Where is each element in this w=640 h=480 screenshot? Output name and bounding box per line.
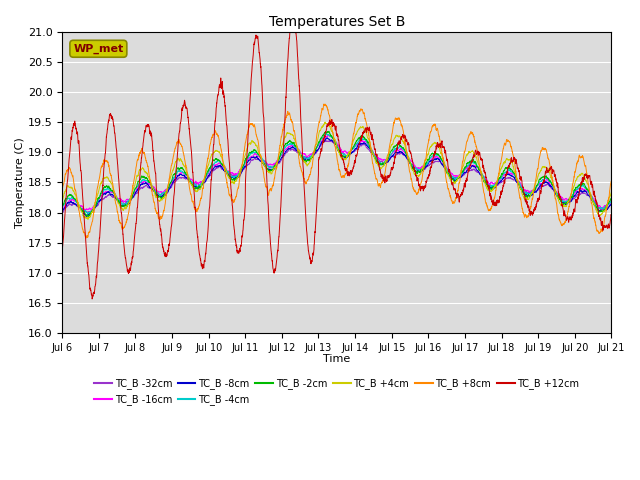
- TC_B -16cm: [58, 206, 66, 212]
- TC_B -4cm: [83, 210, 91, 216]
- TC_B -4cm: [607, 199, 614, 204]
- TC_B +4cm: [492, 184, 499, 190]
- Line: TC_B -16cm: TC_B -16cm: [62, 135, 611, 210]
- TC_B -16cm: [429, 155, 437, 160]
- TC_B +8cm: [429, 122, 437, 128]
- TC_B -32cm: [322, 138, 330, 144]
- TC_B +12cm: [317, 150, 324, 156]
- TC_B -2cm: [316, 136, 324, 142]
- TC_B -4cm: [58, 205, 66, 211]
- TC_B +4cm: [316, 128, 324, 133]
- TC_B -4cm: [460, 167, 468, 173]
- TC_B -32cm: [607, 201, 614, 207]
- Line: TC_B +4cm: TC_B +4cm: [62, 122, 611, 219]
- TC_B +4cm: [58, 197, 66, 203]
- TC_B -4cm: [429, 152, 437, 157]
- TC_B +12cm: [607, 213, 615, 218]
- TC_B -2cm: [58, 203, 66, 208]
- TC_B +12cm: [88, 296, 96, 302]
- TC_B +12cm: [58, 248, 66, 253]
- Line: TC_B -32cm: TC_B -32cm: [62, 141, 611, 213]
- Line: TC_B -4cm: TC_B -4cm: [62, 134, 611, 213]
- TC_B -32cm: [58, 210, 66, 216]
- TC_B -32cm: [316, 144, 324, 149]
- TC_B +12cm: [429, 152, 437, 157]
- TC_B +12cm: [460, 183, 468, 189]
- TC_B -8cm: [323, 135, 331, 141]
- TC_B -8cm: [492, 185, 499, 191]
- TC_B -32cm: [491, 183, 499, 189]
- Title: Temperatures Set B: Temperatures Set B: [269, 15, 405, 29]
- TC_B -32cm: [429, 160, 437, 166]
- TC_B -4cm: [157, 192, 165, 197]
- TC_B -32cm: [157, 192, 164, 197]
- TC_B +8cm: [316, 115, 324, 120]
- TC_B +12cm: [157, 229, 165, 235]
- TC_B +4cm: [157, 196, 165, 202]
- Text: WP_met: WP_met: [73, 44, 124, 54]
- TC_B -16cm: [492, 180, 499, 186]
- TC_B +4cm: [607, 191, 614, 197]
- Line: TC_B +8cm: TC_B +8cm: [62, 104, 611, 238]
- TC_B -8cm: [58, 208, 66, 214]
- TC_B -2cm: [429, 151, 437, 156]
- TC_B -4cm: [316, 138, 324, 144]
- TC_B +12cm: [607, 215, 614, 220]
- TC_B -2cm: [607, 195, 615, 201]
- TC_B +12cm: [288, 13, 296, 19]
- TC_B -32cm: [607, 201, 615, 207]
- TC_B -16cm: [81, 207, 89, 213]
- TC_B -8cm: [157, 193, 165, 199]
- Line: TC_B -8cm: TC_B -8cm: [62, 138, 611, 216]
- TC_B +4cm: [607, 189, 615, 195]
- TC_B +8cm: [157, 214, 165, 220]
- TC_B +4cm: [321, 119, 329, 125]
- Legend: TC_B -32cm, TC_B -16cm, TC_B -8cm, TC_B -4cm, TC_B -2cm, TC_B +4cm, TC_B +8cm, T: TC_B -32cm, TC_B -16cm, TC_B -8cm, TC_B …: [90, 374, 583, 409]
- TC_B -8cm: [607, 202, 614, 207]
- TC_B +4cm: [84, 216, 92, 222]
- Y-axis label: Temperature (C): Temperature (C): [15, 137, 25, 228]
- TC_B -2cm: [84, 214, 92, 219]
- TC_B -2cm: [607, 196, 614, 202]
- TC_B -8cm: [316, 142, 324, 148]
- TC_B -8cm: [83, 214, 90, 219]
- TC_B +8cm: [82, 235, 90, 241]
- TC_B -16cm: [607, 199, 614, 205]
- TC_B -2cm: [157, 195, 165, 201]
- TC_B +4cm: [429, 140, 437, 146]
- TC_B -16cm: [460, 168, 468, 174]
- TC_B +8cm: [607, 178, 615, 184]
- TC_B -8cm: [460, 169, 468, 175]
- TC_B +8cm: [492, 192, 499, 198]
- TC_B -16cm: [157, 189, 165, 195]
- TC_B +8cm: [58, 187, 66, 192]
- X-axis label: Time: Time: [323, 354, 351, 364]
- TC_B -4cm: [323, 131, 330, 137]
- TC_B -16cm: [324, 132, 332, 138]
- TC_B -2cm: [492, 184, 499, 190]
- TC_B -32cm: [460, 172, 468, 178]
- TC_B -16cm: [316, 139, 324, 144]
- TC_B +4cm: [460, 161, 468, 167]
- TC_B -2cm: [325, 128, 333, 134]
- TC_B -4cm: [607, 198, 615, 204]
- TC_B -16cm: [607, 198, 615, 204]
- TC_B +8cm: [607, 180, 614, 185]
- Line: TC_B +12cm: TC_B +12cm: [62, 16, 611, 299]
- TC_B -8cm: [429, 157, 437, 163]
- TC_B -8cm: [607, 201, 615, 207]
- TC_B -2cm: [460, 166, 468, 172]
- TC_B +8cm: [320, 101, 328, 107]
- TC_B +8cm: [460, 151, 468, 157]
- Line: TC_B -2cm: TC_B -2cm: [62, 131, 611, 216]
- TC_B -4cm: [492, 181, 499, 187]
- TC_B +12cm: [492, 201, 499, 207]
